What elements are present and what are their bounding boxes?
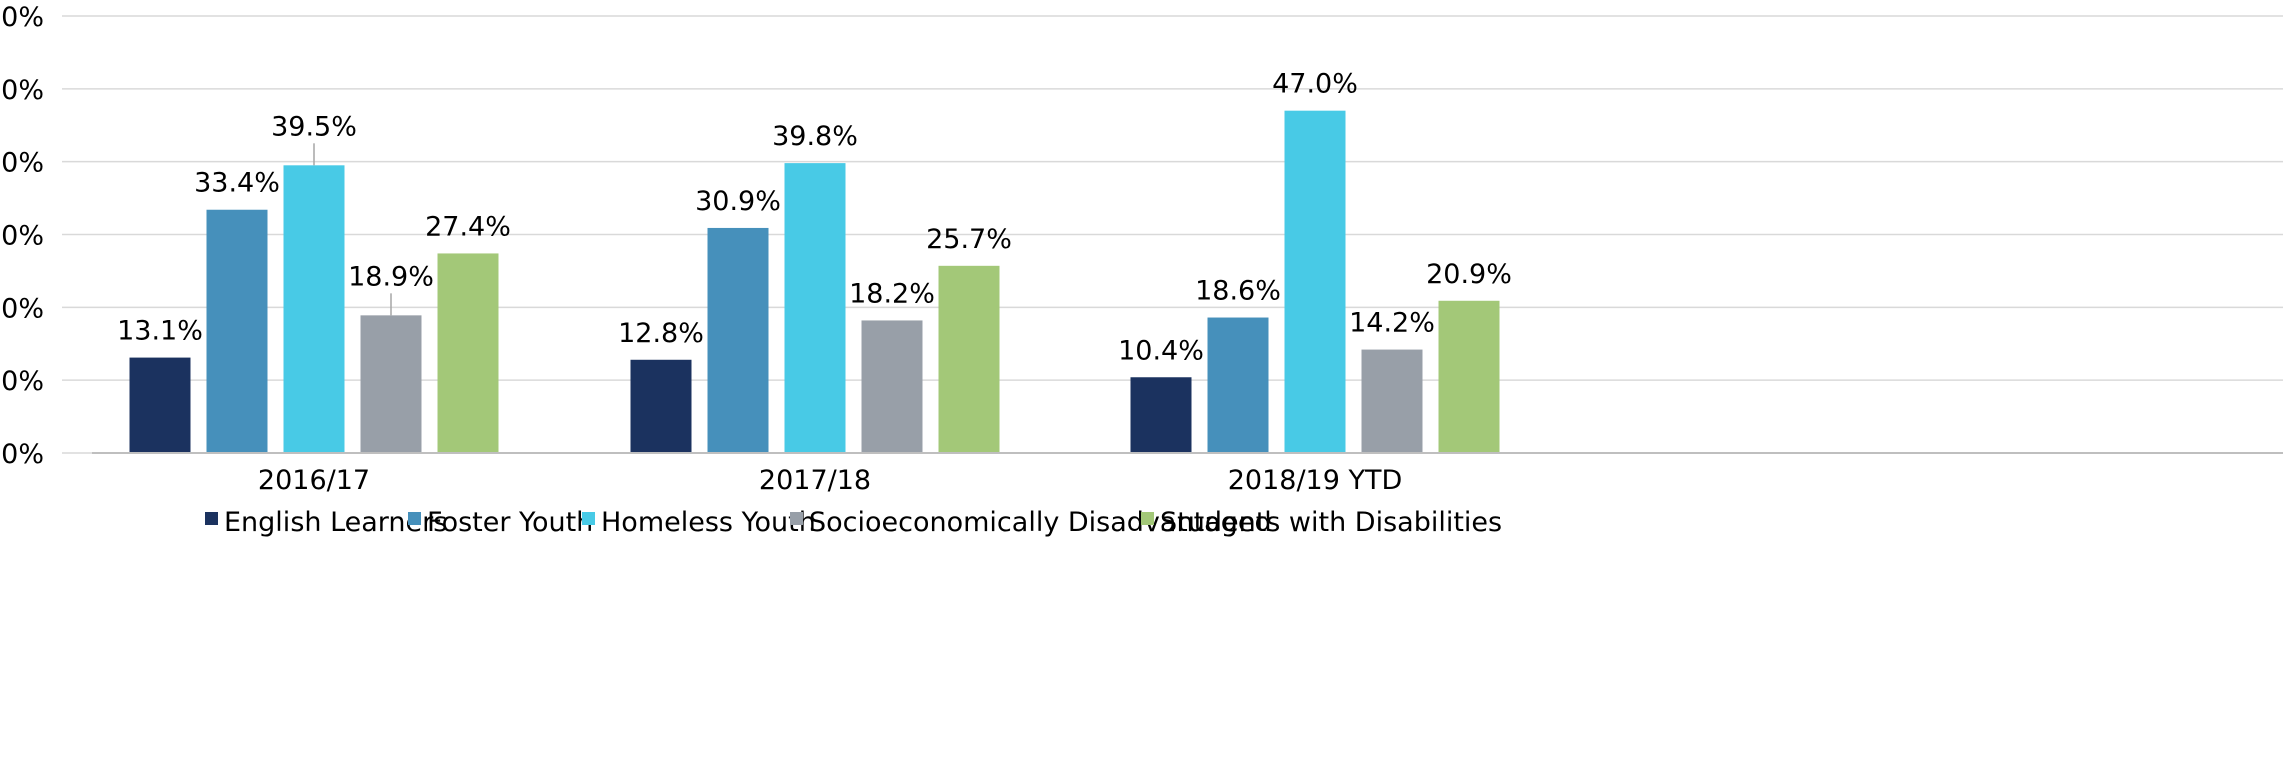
bar <box>630 359 692 453</box>
legend-label: Foster Youth <box>427 507 593 538</box>
data-label: 33.4% <box>194 168 280 199</box>
y-tick-label: 60% <box>0 2 44 33</box>
data-label: 18.6% <box>1195 276 1281 307</box>
legend-swatch <box>582 512 595 525</box>
bar <box>861 320 923 453</box>
data-label: 20.9% <box>1426 259 1512 290</box>
legend-swatch <box>1141 512 1154 525</box>
bar <box>360 315 422 453</box>
data-label: 12.8% <box>618 318 704 349</box>
bar <box>437 253 499 453</box>
y-tick-label: 50% <box>0 75 44 106</box>
x-axis: 2016/17 2017/18 2018/19 YTD <box>92 452 2283 496</box>
legend-swatch <box>408 512 421 525</box>
x-tick-label: 2016/17 <box>258 465 370 496</box>
bar <box>707 227 769 453</box>
data-label: 27.4% <box>425 211 511 242</box>
legend-label: Socioeconomically Disadvantaged <box>809 507 1272 538</box>
y-tick-label: 40% <box>0 148 44 179</box>
bar <box>1361 349 1423 453</box>
data-label: 10.4% <box>1118 335 1204 366</box>
gridlines <box>62 15 2283 454</box>
data-label: 18.9% <box>348 261 434 292</box>
data-label: 39.8% <box>772 121 858 152</box>
y-tick-label: 10% <box>0 366 44 397</box>
legend-swatch <box>790 512 803 525</box>
bar <box>1207 317 1269 453</box>
legend-item: Students with Disabilities <box>1141 507 1502 538</box>
data-label: 30.9% <box>695 186 781 217</box>
y-axis: 0% 10% 20% 30% 40% 50% 60% <box>0 2 44 470</box>
data-label: 47.0% <box>1272 69 1358 100</box>
bar <box>1438 300 1500 453</box>
legend-item: Foster Youth <box>408 507 593 538</box>
legend-item: Socioeconomically Disadvantaged <box>790 507 1272 538</box>
data-label: 14.2% <box>1349 308 1435 339</box>
x-tick-label: 2017/18 <box>759 465 871 496</box>
bar <box>784 163 846 453</box>
data-labels: 13.1% 12.8% 10.4% 33.4% 30.9% 18.6% 39.5% 39.8%… <box>117 69 1512 367</box>
legend-label: Homeless Youth <box>601 507 816 538</box>
data-label: 18.2% <box>849 278 935 309</box>
y-tick-label: 0% <box>1 439 44 470</box>
bars <box>129 110 1500 453</box>
bar <box>1130 377 1192 453</box>
bar <box>206 209 268 453</box>
bar <box>938 265 1000 453</box>
y-tick-label: 30% <box>0 221 44 252</box>
bar <box>1284 110 1346 453</box>
legend-label: Students with Disabilities <box>1160 507 1502 538</box>
data-label: 39.5% <box>271 111 357 142</box>
bar <box>129 357 191 453</box>
legend-item: Homeless Youth <box>582 507 816 538</box>
data-label: 13.1% <box>117 316 203 347</box>
y-tick-label: 20% <box>0 293 44 324</box>
legend-swatch <box>205 512 218 525</box>
data-label: 25.7% <box>926 224 1012 255</box>
x-tick-label: 2018/19 YTD <box>1228 465 1403 496</box>
bar <box>283 165 345 453</box>
